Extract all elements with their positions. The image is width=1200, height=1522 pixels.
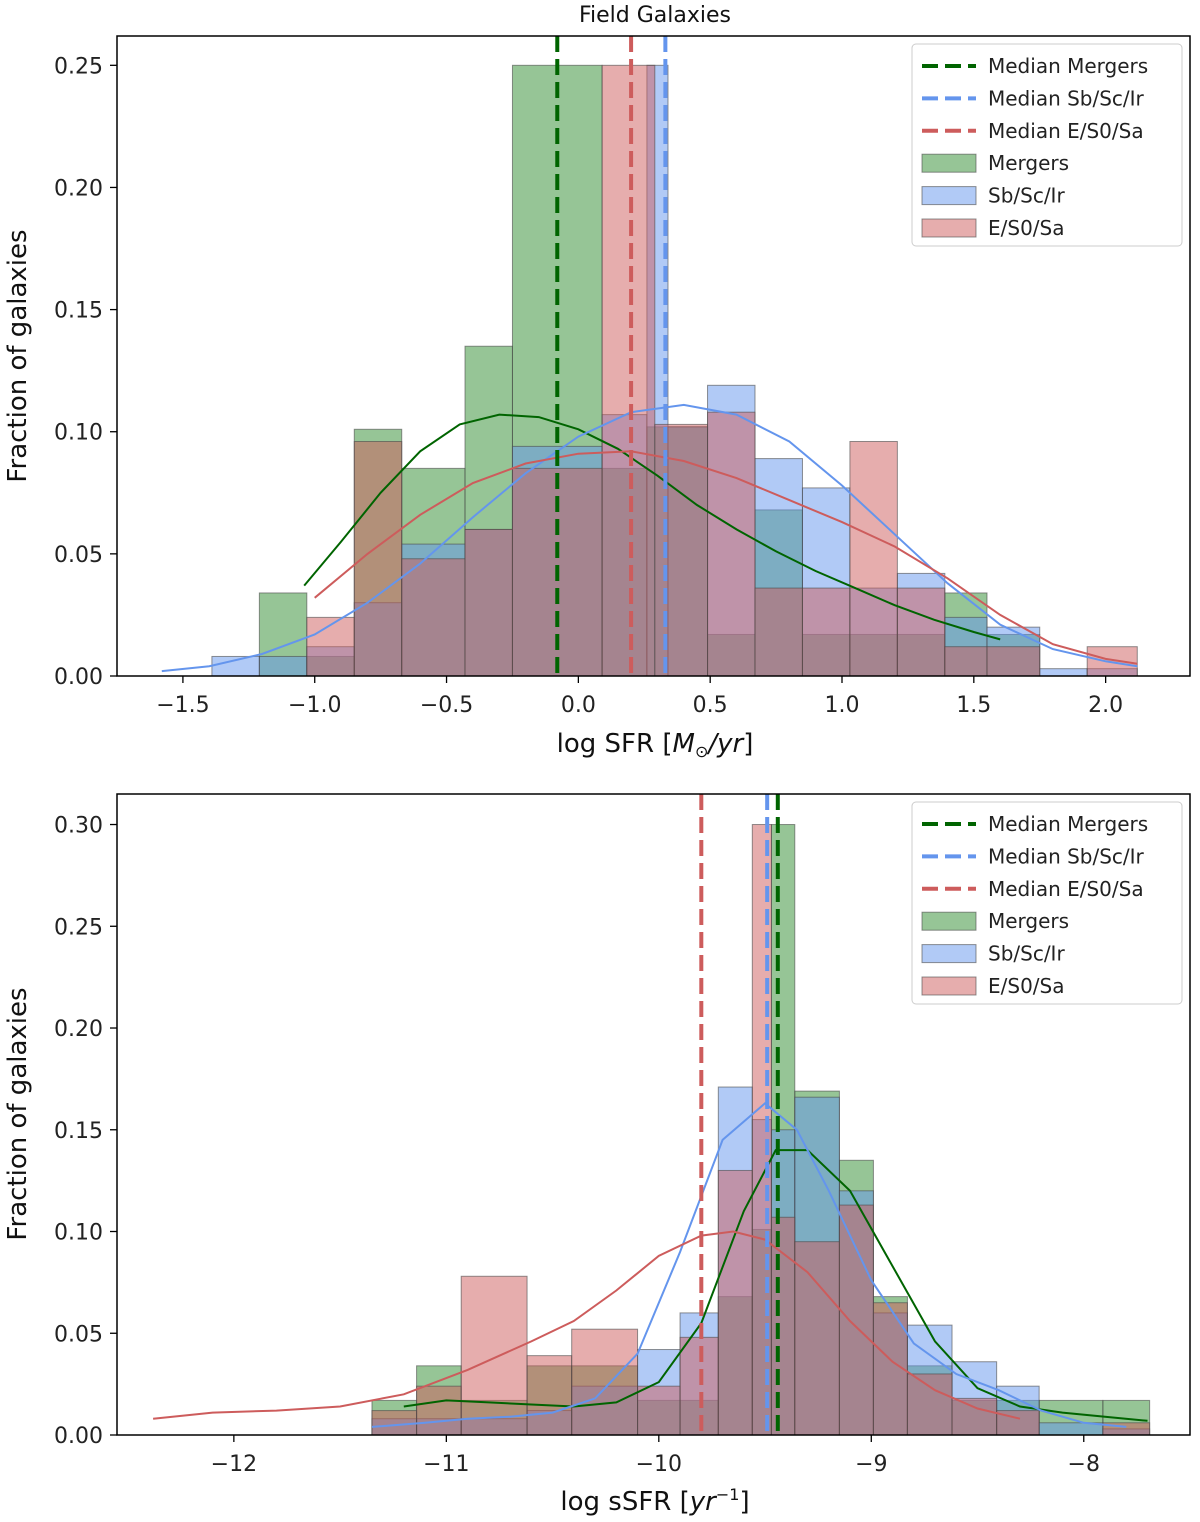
sfr-legend-swatch-mergers [921, 153, 977, 173]
ssfr-unit-main: yr [689, 1487, 718, 1517]
ssfr-bar-es0-6 [679, 1336, 719, 1436]
ssfr-legend-label: Median Sb/Sc/Ir [988, 844, 1145, 868]
sfr-legend-label: Median Mergers [988, 54, 1148, 78]
sfr-x-tick-label: −0.5 [420, 693, 473, 718]
ssfr-legend-swatch-mergers [921, 911, 977, 931]
ssfr-y-tick-label: 0.10 [54, 1221, 103, 1246]
sfr-legend-swatch-es0 [921, 218, 977, 238]
sfr-y-tick-label: 0.00 [54, 665, 103, 690]
ssfr-x-tick-label: −8 [1068, 1452, 1100, 1477]
ssfr-legend-swatch-es0 [921, 976, 977, 996]
sfr-bar-es0-2 [401, 558, 466, 677]
ssfr-bar-es0-13 [906, 1373, 953, 1436]
ssfr-bar-es0-11 [838, 1204, 874, 1436]
sfr-kde-es0 [314, 450, 1138, 665]
ssfr-y-tick-label: 0.25 [54, 915, 103, 940]
ssfr-bar-es0-1 [416, 1385, 462, 1436]
sfr-y-tick-label: 0.25 [54, 54, 103, 79]
ssfr-bar-es0-9 [770, 1216, 796, 1436]
sfr-x-axis-label: log SFR [M⊙/yr] [557, 729, 754, 761]
sfr-bar-es0-7 [707, 411, 756, 677]
ssfr-y-axis-label: Fraction of galaxies [3, 987, 33, 1240]
sfr-x-tick-label: 0.5 [693, 693, 728, 718]
sfr-legend-label: Median E/S0/Sa [988, 119, 1144, 143]
sfr-unit-sub: ⊙ [695, 742, 708, 761]
ssfr-kde-sb [371, 1101, 1127, 1428]
ssfr-kde-mergers [403, 1149, 1148, 1422]
ssfr-x-tick-label: −9 [855, 1452, 887, 1477]
ssfr-bars-es0 [371, 824, 1151, 1436]
ssfr-x-tick-label: −10 [636, 1452, 682, 1477]
sfr-bar-sb-17 [1039, 668, 1088, 677]
ssfr-legend-label: Mergers [988, 909, 1069, 933]
sfr-y-tick-label: 0.15 [54, 299, 103, 324]
sfr-y-axis-label: Fraction of galaxies [3, 229, 33, 482]
ssfr-y-tick-label: 0.05 [54, 1322, 103, 1347]
ssfr-unit-close: ] [739, 1487, 749, 1517]
sfr-y-tick-label: 0.05 [54, 543, 103, 568]
sfr-legend-swatch-sb [921, 186, 977, 206]
sfr-x-tick-label: 1.5 [956, 693, 991, 718]
sfr-bar-es0-5 [601, 64, 656, 677]
ssfr-bar-es0-2 [460, 1275, 528, 1436]
ssfr-legend-label: Median Mergers [988, 812, 1148, 836]
ssfr-legend-swatch-sb [921, 944, 977, 964]
sfr-bar-es0-6 [654, 423, 709, 677]
ssfr-bar-es0-7 [717, 1169, 753, 1436]
sfr-bar-sb-1 [258, 655, 308, 677]
ssfr-axes-frame [116, 793, 1191, 1436]
sfr-bar-es0-3 [464, 528, 513, 677]
sfr-bar-es0-12 [944, 646, 988, 677]
sfr-kde-sb [161, 403, 1138, 673]
sfr-bar-es0-13 [986, 646, 1041, 677]
sfr-unit-main: M [673, 729, 695, 759]
sfr-legend-box [911, 43, 1183, 247]
sfr-bar-es0-11 [896, 587, 946, 677]
sfr-bar-es0-0 [306, 616, 355, 677]
ssfr-legend-label: Median E/S0/Sa [988, 877, 1144, 901]
sfr-legend: Median Mergers Median Sb/Sc/Ir Median E/S0… [911, 43, 1183, 247]
ssfr-y-tick-label: 0.00 [54, 1424, 103, 1449]
sfr-bar-es0-8 [754, 587, 803, 677]
sfr-legend-label: E/S0/Sa [988, 216, 1064, 240]
ssfr-legend: Median Mergers Median Sb/Sc/Ir Median E/S0… [911, 801, 1183, 1005]
ssfr-bar-es0-5 [637, 1385, 681, 1436]
ssfr-legend-label: Sb/Sc/Ir [988, 942, 1065, 966]
ssfr-y-tick-label: 0.30 [54, 814, 103, 839]
ssfr-histogram-panel: −12 −11 −10 −9 −8 0.00 0.05 0.10 0.15 0.20 0.25 0.3… [3, 793, 1191, 1477]
ssfr-x-tick-label: −12 [211, 1452, 257, 1477]
ssfr-unit-exp: −1 [716, 1485, 740, 1504]
sfr-legend-label: Sb/Sc/Ir [988, 184, 1065, 208]
ssfr-x-axis-label: log sSFR [yr−1] [560, 1485, 749, 1517]
ssfr-bar-es0-4 [571, 1328, 639, 1436]
ssfr-legend-box [911, 801, 1183, 1005]
sfr-y-tick-label: 0.20 [54, 176, 103, 201]
sfr-x-tick-label: −1.0 [288, 693, 341, 718]
ssfr-kde-es0 [152, 1230, 1021, 1420]
ssfr-y-tick-label: 0.20 [54, 1017, 103, 1042]
ssfr-x-tick-label: −11 [423, 1452, 469, 1477]
ssfr-bar-es0-14 [951, 1397, 998, 1436]
ssfr-bar-es0-10 [794, 1241, 840, 1436]
ssfr-legend-label: E/S0/Sa [988, 974, 1064, 998]
sfr-x-tick-label: 1.0 [825, 693, 860, 718]
ssfr-bar-es0-0 [371, 1410, 418, 1436]
sfr-bar-es0-10 [849, 440, 898, 677]
sfr-legend-label: Median Sb/Sc/Ir [988, 86, 1145, 110]
sfr-axes-frame [116, 35, 1191, 677]
sfr-x-tick-label: −1.5 [156, 693, 209, 718]
ssfr-y-tick-label: 0.15 [54, 1119, 103, 1144]
sfr-histogram-panel: −1.5 −1.0 −0.5 0.0 0.5 1.0 1.5 2.0 0.00 0.05 0.10 0… [3, 35, 1191, 718]
sfr-x-tick-label: 0.0 [561, 693, 596, 718]
sfr-x-tick-label: 2.0 [1088, 693, 1123, 718]
sfr-unit-rest: /yr [706, 729, 745, 759]
sfr-legend-label: Mergers [988, 151, 1069, 175]
sfr-y-tick-label: 0.10 [54, 421, 103, 446]
sfr-bar-es0-9 [801, 587, 851, 677]
ssfr-bar-es0-3 [526, 1355, 573, 1436]
sfr-kde-mergers [303, 413, 1001, 641]
figure-title: Field Galaxies [579, 3, 731, 28]
